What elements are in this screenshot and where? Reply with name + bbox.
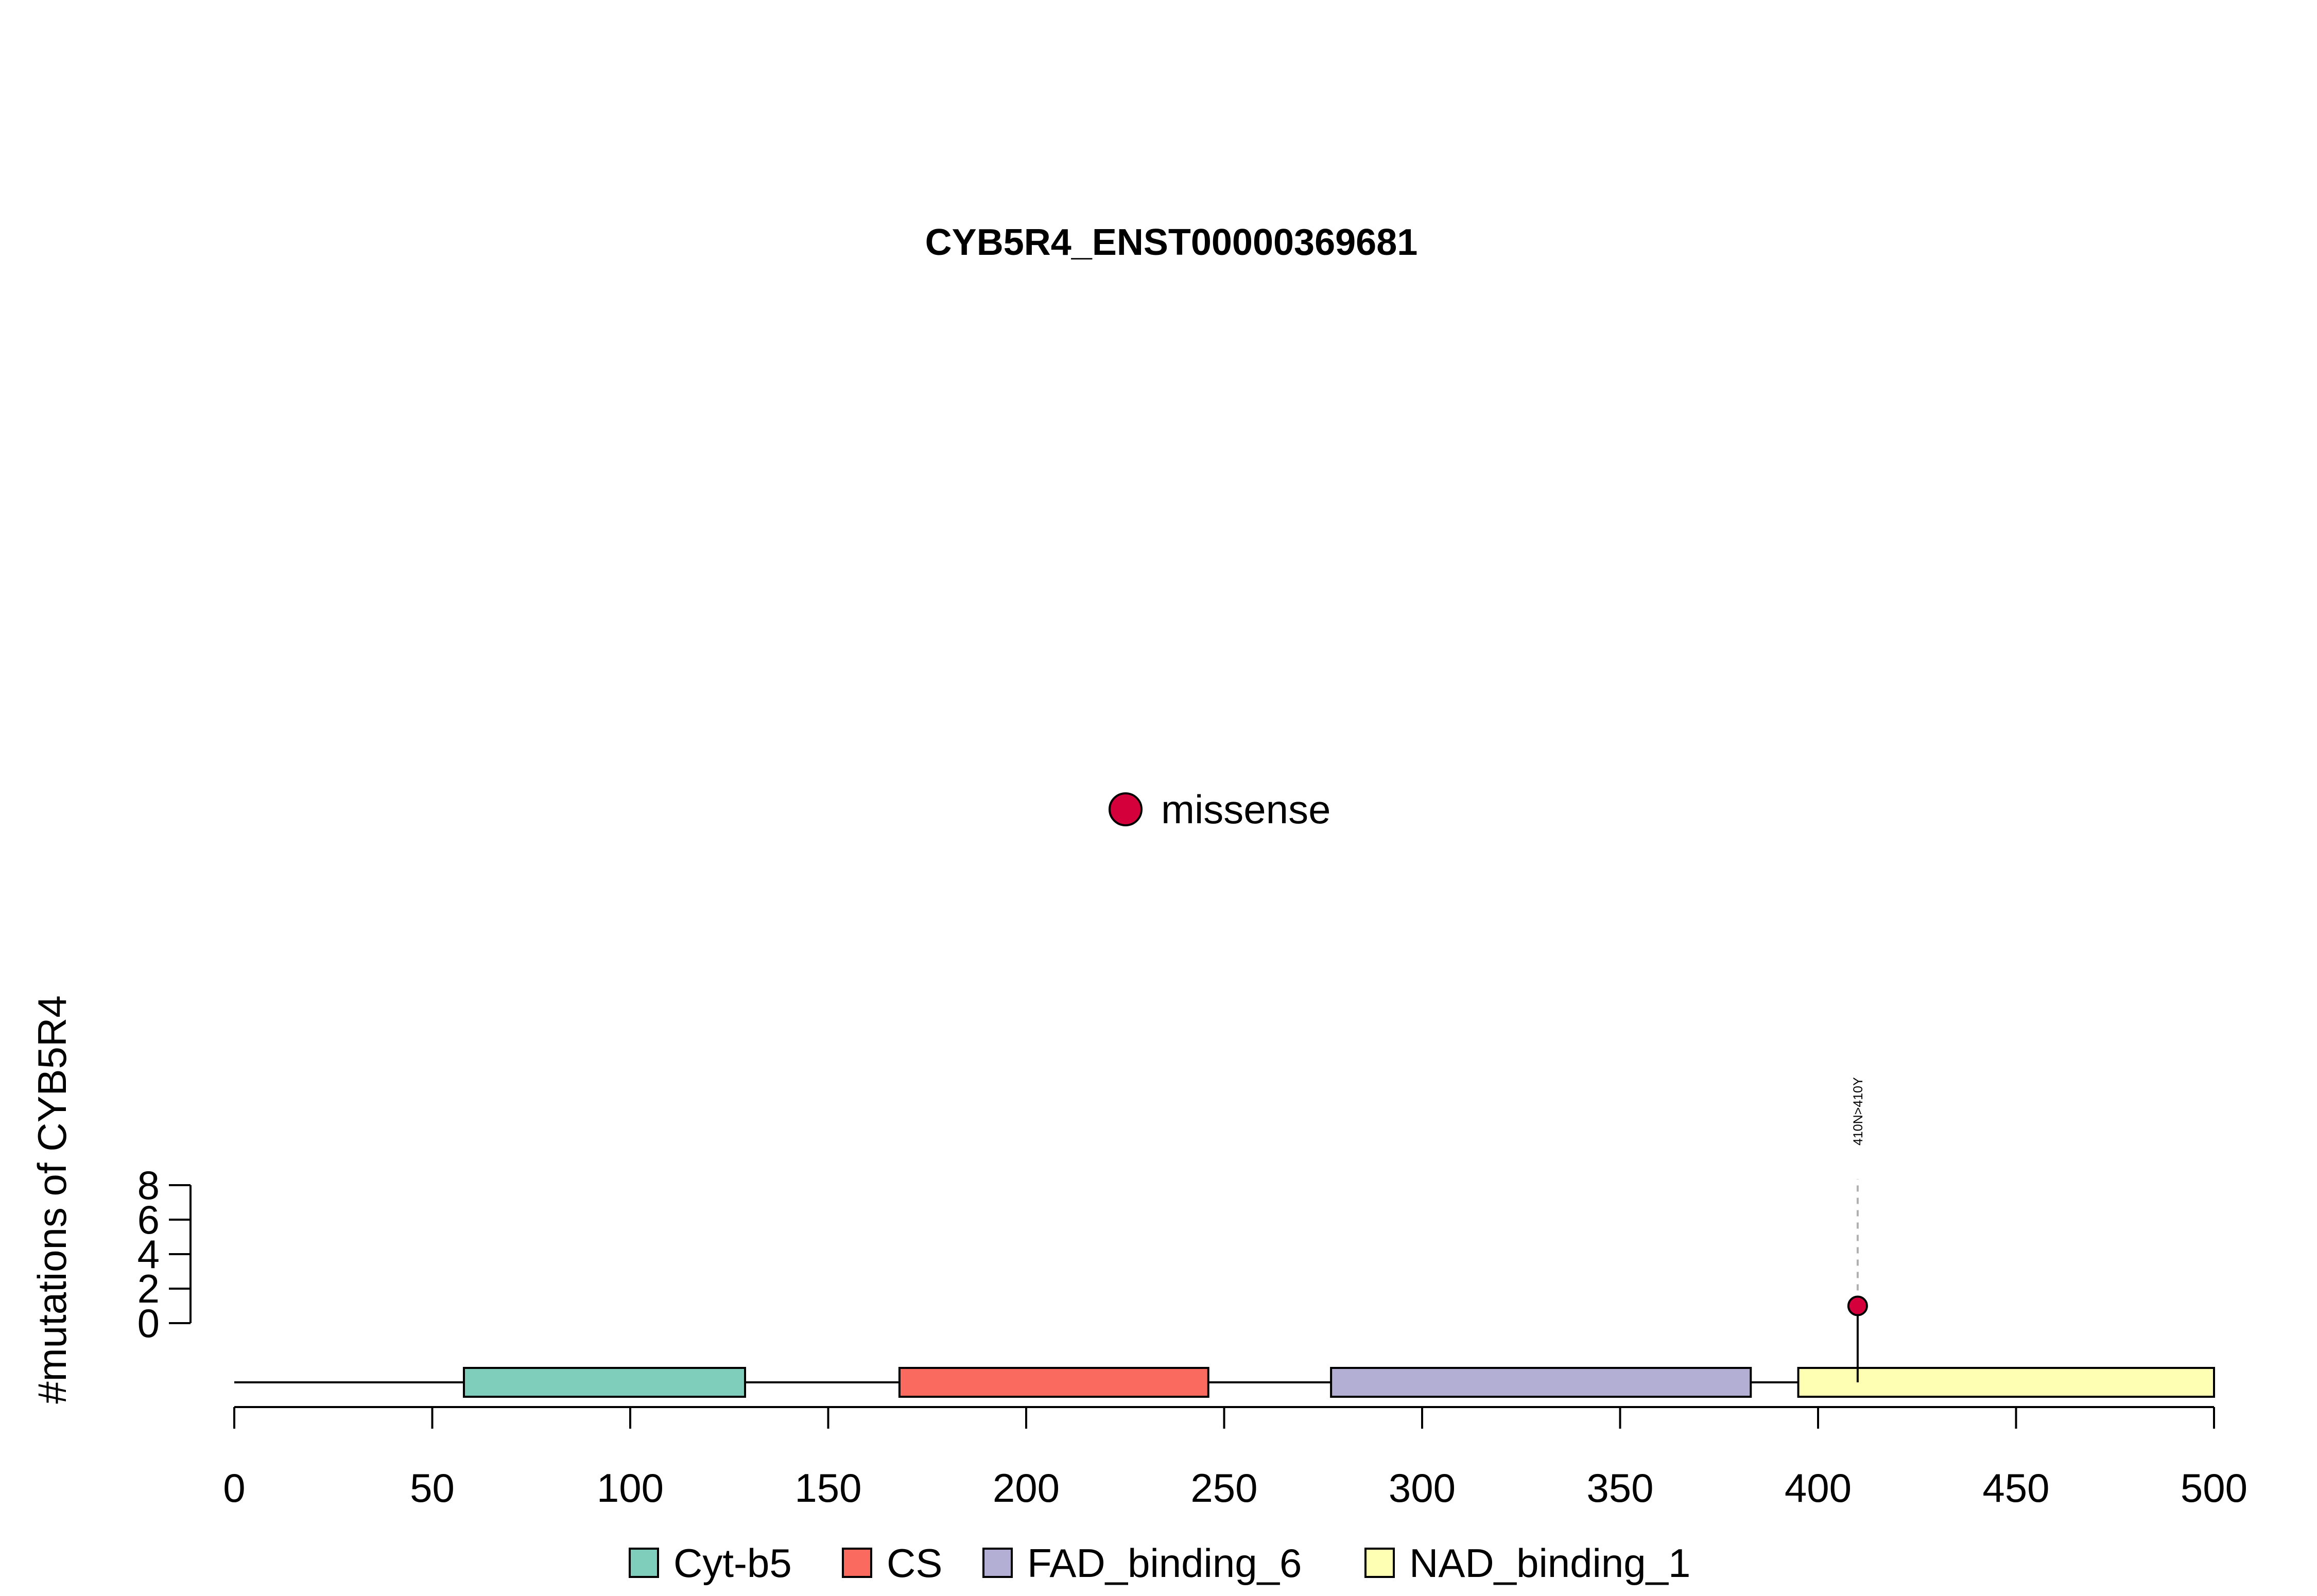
x-tick-label-50: 50 xyxy=(410,1465,455,1511)
x-tick-label-200: 200 xyxy=(993,1465,1060,1511)
legend-label-nad-binding-1: NAD_binding_1 xyxy=(1409,1540,1690,1586)
x-tick-label-400: 400 xyxy=(1785,1465,1852,1511)
legend-missense-marker xyxy=(1109,792,1143,826)
domain-cyt-b5 xyxy=(463,1367,747,1398)
legend-label-fad-binding-6: FAD_binding_6 xyxy=(1027,1540,1302,1586)
legend-swatch-fad-binding-6 xyxy=(982,1548,1013,1578)
x-tick-label-450: 450 xyxy=(1982,1465,2049,1511)
x-tick-label-250: 250 xyxy=(1190,1465,1257,1511)
legend-label-cs: CS xyxy=(887,1540,942,1586)
y-axis-label: #mutations of CYB5R4 xyxy=(29,995,75,1403)
y-tick-label-4: 4 xyxy=(137,1231,160,1277)
y-tick-label-6: 6 xyxy=(137,1197,160,1242)
legend-swatch-nad-binding-1 xyxy=(1364,1548,1395,1578)
mutation-legend: missense xyxy=(1109,787,1330,832)
lollipop-head-missense xyxy=(1847,1295,1868,1316)
domain-legend: Cyt-b5 CS FAD_binding_6 NAD_binding_1 xyxy=(629,1540,1690,1586)
x-tick-label-0: 0 xyxy=(223,1465,245,1511)
lollipops: 410N>410Y xyxy=(1847,1077,1868,1382)
mutation-label: 410N>410Y xyxy=(1851,1077,1865,1146)
domain-fad-binding-6 xyxy=(1330,1367,1752,1398)
x-tick-label-100: 100 xyxy=(597,1465,664,1511)
x-axis: 0 50 100 150 200 250 300 350 400 450 500 xyxy=(223,1406,2247,1511)
domains xyxy=(463,1367,2216,1398)
domain-nad-binding-1 xyxy=(1797,1367,2216,1398)
y-tick-label-2: 2 xyxy=(137,1266,160,1311)
x-tick-label-150: 150 xyxy=(794,1465,861,1511)
x-tick-label-500: 500 xyxy=(2181,1465,2247,1511)
y-tick-label-0: 0 xyxy=(137,1300,160,1346)
legend-missense-label: missense xyxy=(1161,787,1330,832)
legend-label-cyt-b5: Cyt-b5 xyxy=(673,1540,792,1586)
x-tick-label-300: 300 xyxy=(1389,1465,1456,1511)
chart-title: CYB5R4_ENST00000369681 xyxy=(925,222,1418,263)
legend-swatch-cyt-b5 xyxy=(629,1548,659,1578)
domain-cs xyxy=(898,1367,1209,1398)
y-tick-label-8: 8 xyxy=(137,1163,160,1208)
x-tick-label-350: 350 xyxy=(1586,1465,1653,1511)
legend-swatch-cs xyxy=(842,1548,872,1578)
